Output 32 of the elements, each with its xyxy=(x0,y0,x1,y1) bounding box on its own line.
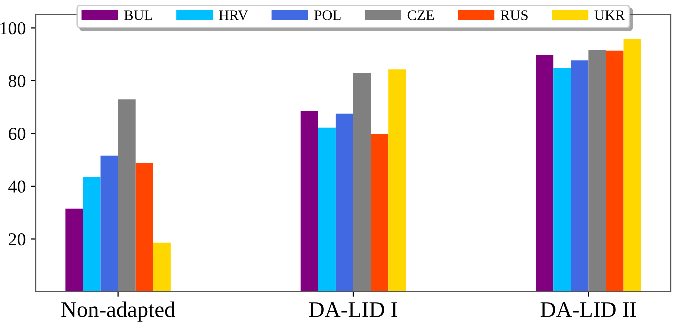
y-tick-label: 40 xyxy=(8,180,26,193)
bar xyxy=(588,50,606,292)
bar xyxy=(624,39,642,292)
legend-label: POL xyxy=(314,10,341,20)
bar xyxy=(66,208,84,292)
bar xyxy=(100,156,118,292)
y-tick-label: 100 xyxy=(0,22,26,35)
legend-label: HRV xyxy=(219,10,248,20)
legend-label: RUS xyxy=(500,10,528,20)
y-tick-label: 80 xyxy=(8,75,26,88)
bar xyxy=(336,114,354,292)
bar xyxy=(318,128,336,292)
legend-label: UKR xyxy=(594,10,626,20)
y-tick-label: 60 xyxy=(9,128,26,140)
bar xyxy=(554,68,572,292)
legend-label: BUL xyxy=(124,10,152,20)
bar xyxy=(606,50,624,292)
bar xyxy=(354,73,372,292)
bar xyxy=(153,242,171,292)
y-tick-label: 20 xyxy=(9,233,26,246)
x-tick-label: DA-LID II xyxy=(540,302,636,318)
bar xyxy=(388,70,406,292)
x-tick-label: Non-adapted xyxy=(62,302,176,322)
bar xyxy=(136,163,154,292)
bar xyxy=(300,112,318,292)
x-tick-label: DA-LID I xyxy=(309,302,398,318)
bar xyxy=(536,55,554,292)
bar xyxy=(83,177,101,292)
bar xyxy=(571,60,589,292)
legend-label: CZE xyxy=(408,10,434,20)
bar xyxy=(118,100,136,292)
bar xyxy=(371,134,389,292)
